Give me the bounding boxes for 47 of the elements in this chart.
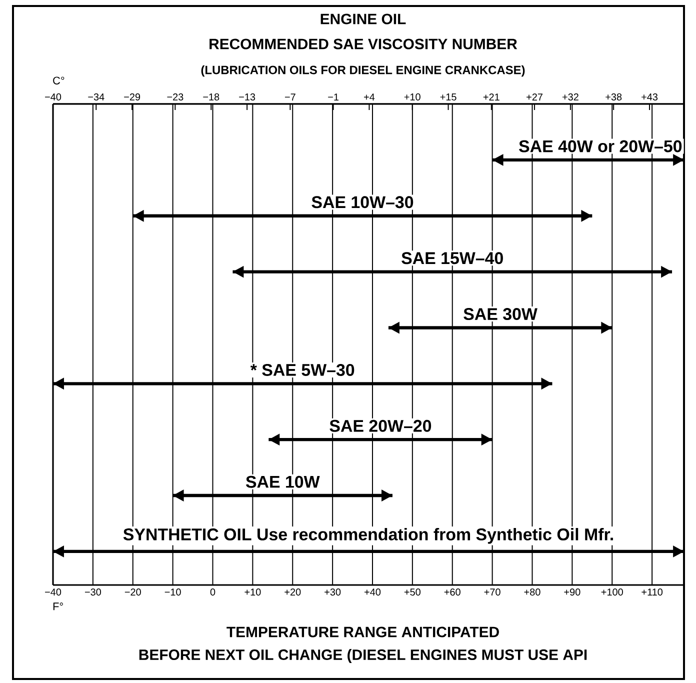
x2-tick-label: +15 [440,94,456,100]
x2-tick-label: −13 [239,93,256,100]
x-tick-label: +60 [444,588,460,596]
x-tick-label: +10 [244,588,261,596]
x2-tick-label: +21 [483,94,500,100]
x2-tick-label: −40 [45,93,62,100]
text: (LUBRICATION OILS FOR DIESEL ENGINE CRANKCASE) [201,65,525,77]
x2-tick-label: +4 [364,94,375,100]
x-tick-label: −10 [164,588,181,596]
x2-tick-label: −7 [284,94,296,100]
x2-tick-label: +38 [606,93,622,100]
y-tick-label: SAE 30W [464,308,538,320]
x2-tick-label: −1 [328,94,338,100]
x-tick-label: −30 [84,588,101,596]
x-tick-label: +50 [404,588,420,596]
y-tick-label: * SAE 5W–30 [250,364,354,376]
x2-tick-label: −18 [203,93,220,100]
x-tick-label: +110 [642,588,663,596]
x2-tick-label: −23 [167,93,184,100]
x-tick-label: +100 [601,588,623,596]
y-tick-label: SAE 20W–20 [330,420,432,432]
x2-tick-label: +43 [642,93,658,100]
x-tick-label: −40 [45,588,62,596]
x-axis-title: F° [53,602,63,610]
y-tick-label: SYNTHETIC OIL Use recommendation from Synthetic Oil Mfr. [123,528,613,544]
x2-tick-label: +10 [404,93,420,100]
x2-axis-title: C° [53,76,64,84]
x-tick-label: +90 [564,588,580,596]
x-tick-label: +20 [284,588,301,596]
y-tick-label: SAE 10W [246,476,320,488]
text: BEFORE NEXT OIL CHANGE (DIESEL ENGINES MUST USE API [139,649,587,663]
x-tick-label: −20 [124,588,141,596]
text: TEMPERATURE RANGE ANTICIPATED [226,626,499,638]
x2-tick-label: +32 [562,93,578,100]
x-tick-label: +80 [524,588,540,596]
x2-tick-label: −29 [124,93,140,100]
y-tick-label: SAE 15W–40 [402,252,503,264]
chart-subtitle: RECOMMENDED SAE VISCOSITY NUMBER [210,38,518,50]
x2-tick-label: +27 [526,94,542,100]
x2-tick-label: −34 [88,93,104,100]
chart-title: ENGINE OIL [320,14,406,24]
x-tick-label: +40 [364,588,381,596]
x-tick-label: +30 [324,588,341,596]
y-tick-label: SAE 10W–30 [312,196,414,208]
x-tick-label: +70 [484,588,500,596]
x-tick-label: 0 [210,588,216,596]
y-tick-label: SAE 40W or 20W–50 [519,140,682,152]
